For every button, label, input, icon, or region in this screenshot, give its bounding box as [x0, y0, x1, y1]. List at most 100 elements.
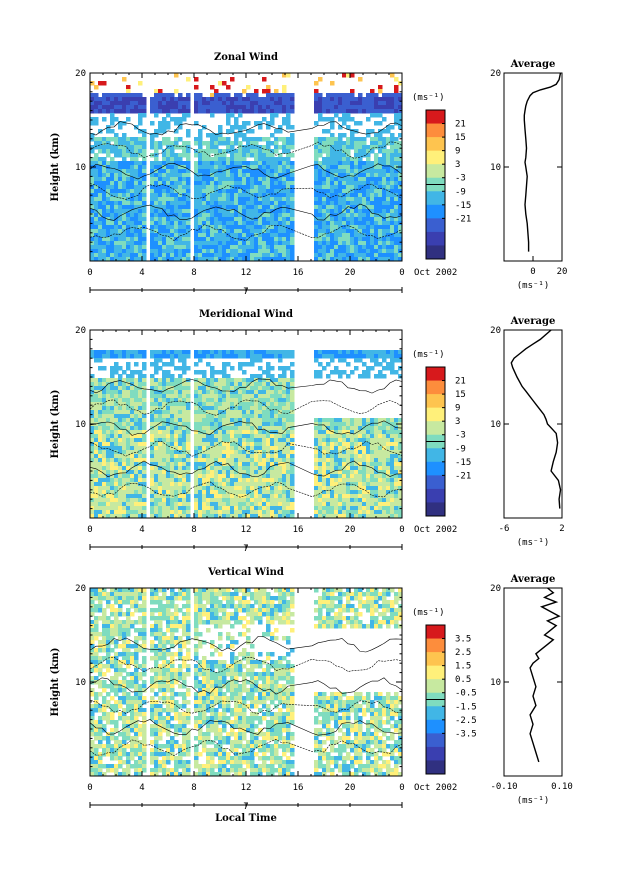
colorbar-swatch — [426, 218, 445, 233]
x-tick-label: 0 — [399, 525, 404, 535]
x-tick-label: 0 — [87, 268, 92, 278]
x-tick-label: 16 — [293, 268, 304, 278]
colorbar-swatch — [426, 367, 445, 382]
colorbar-unit: (ms⁻¹) — [412, 350, 445, 360]
y-tick-label: 10 — [75, 420, 86, 430]
heatmap-field — [90, 73, 403, 262]
average-frame — [503, 329, 563, 519]
colorbar-swatch — [426, 746, 445, 761]
colorbar-swatch — [426, 461, 445, 476]
colorbar-swatch — [426, 760, 445, 775]
x-tick-label: 0 — [399, 783, 404, 793]
colorbar-label: 0.5 — [455, 675, 471, 685]
colorbar-label: 1.5 — [455, 662, 471, 672]
colorbar-label: -21 — [455, 471, 471, 481]
colorbar-label: 3 — [455, 160, 460, 170]
colorbar-label: -21 — [455, 214, 471, 224]
contour-lines — [89, 378, 403, 498]
colorbar-label: -3.5 — [455, 729, 477, 739]
average-y-tick-label: 10 — [490, 163, 501, 173]
panel-title: Meridional Wind — [199, 309, 293, 320]
heatmap-field — [90, 350, 403, 519]
x-tick-label: 20 — [345, 783, 356, 793]
date-marker: 7 — [243, 802, 248, 812]
average-profile: Average 10 20 0 20 (ms⁻¹) — [490, 59, 567, 291]
x-tick-label: 4 — [139, 268, 144, 278]
x-tick-label: 0 — [87, 525, 92, 535]
colorbar-swatch — [426, 204, 445, 219]
average-x-tick-label: 20 — [557, 267, 568, 277]
x-tick-label: 12 — [241, 268, 252, 278]
average-y-tick-label: 20 — [490, 69, 501, 79]
x-tick-label: 0 — [87, 783, 92, 793]
colorbar-swatch — [426, 407, 445, 422]
colorbar-label: -3 — [455, 431, 466, 441]
colorbar-label: 21 — [455, 120, 466, 130]
y-tick-label: 10 — [75, 163, 86, 173]
colorbar-swatch — [426, 191, 445, 206]
x-tick-label: 4 — [139, 525, 144, 535]
contour-lines — [89, 121, 403, 241]
colorbar-label: 15 — [455, 390, 466, 400]
average-x-tick-label: -0.10 — [490, 782, 517, 792]
colorbar-swatch — [426, 733, 445, 748]
y-tick-label: 20 — [75, 326, 86, 336]
average-x-tick-label: 0 — [530, 267, 535, 277]
colorbar-label: -3 — [455, 174, 466, 184]
x-tick-label: 8 — [191, 783, 196, 793]
average-title: Average — [510, 316, 556, 327]
contour-lines — [89, 636, 403, 756]
colorbar-swatch — [426, 231, 445, 246]
x-tick-label: 16 — [293, 525, 304, 535]
panel-3: Vertical Wind 0 4 8 12 16 20 0 10 20 Height (km) 7 O… — [50, 567, 573, 824]
x-tick-label: 4 — [139, 783, 144, 793]
y-axis-label: Height (km) — [50, 648, 61, 717]
x-tick-label: 20 — [345, 525, 356, 535]
colorbar-swatch — [426, 421, 445, 436]
colorbar-swatch — [426, 245, 445, 260]
y-tick-label: 20 — [75, 69, 86, 79]
average-x-tick-label: 2 — [559, 524, 564, 534]
colorbar-label: 2.5 — [455, 648, 471, 658]
average-x-tick-label: 0.10 — [551, 782, 573, 792]
colorbar-label: 15 — [455, 133, 466, 143]
colorbar-unit: (ms⁻¹) — [412, 93, 445, 103]
average-frame — [503, 587, 563, 777]
date-marker: 7 — [243, 287, 248, 297]
average-y-tick-label: 10 — [490, 678, 501, 688]
average-x-label: (ms⁻¹) — [517, 796, 550, 806]
average-title: Average — [510, 59, 556, 70]
x-tick-label: 8 — [191, 268, 196, 278]
x-tick-label: 16 — [293, 783, 304, 793]
average-line — [523, 72, 562, 252]
date-marker: 7 — [243, 544, 248, 554]
panel-2: Meridional Wind 0 4 8 12 16 20 0 10 20 Height (km)… — [50, 309, 565, 554]
colorbar-swatch — [426, 665, 445, 680]
colorbar-swatch — [426, 110, 445, 125]
colorbar-swatch — [426, 448, 445, 463]
colorbar-swatch — [426, 638, 445, 653]
y-tick-label: 10 — [75, 678, 86, 688]
date-label: Oct 2002 — [414, 783, 457, 793]
average-line — [529, 587, 561, 763]
x-axis-label: Local Time — [215, 813, 277, 824]
x-tick-label: 0 — [399, 268, 404, 278]
average-x-label: (ms⁻¹) — [517, 538, 550, 548]
colorbar-label: 3 — [455, 417, 460, 427]
x-tick-label: 12 — [241, 525, 252, 535]
average-profile: Average 10 20 -6 2 (ms⁻¹) — [490, 316, 565, 548]
colorbar-swatch — [426, 679, 445, 694]
average-line — [510, 329, 562, 509]
colorbar-swatch — [426, 137, 445, 152]
average-y-tick-label: 20 — [490, 584, 501, 594]
colorbar-swatch — [426, 150, 445, 165]
colorbar-label: -15 — [455, 201, 471, 211]
colorbar-swatch — [426, 164, 445, 179]
colorbar-swatch — [426, 652, 445, 667]
colorbar-label: 21 — [455, 377, 466, 387]
y-axis-label: Height (km) — [50, 390, 61, 459]
colorbar-swatch — [426, 625, 445, 640]
colorbar-label: -9 — [455, 187, 466, 197]
colorbar-swatch — [426, 394, 445, 409]
